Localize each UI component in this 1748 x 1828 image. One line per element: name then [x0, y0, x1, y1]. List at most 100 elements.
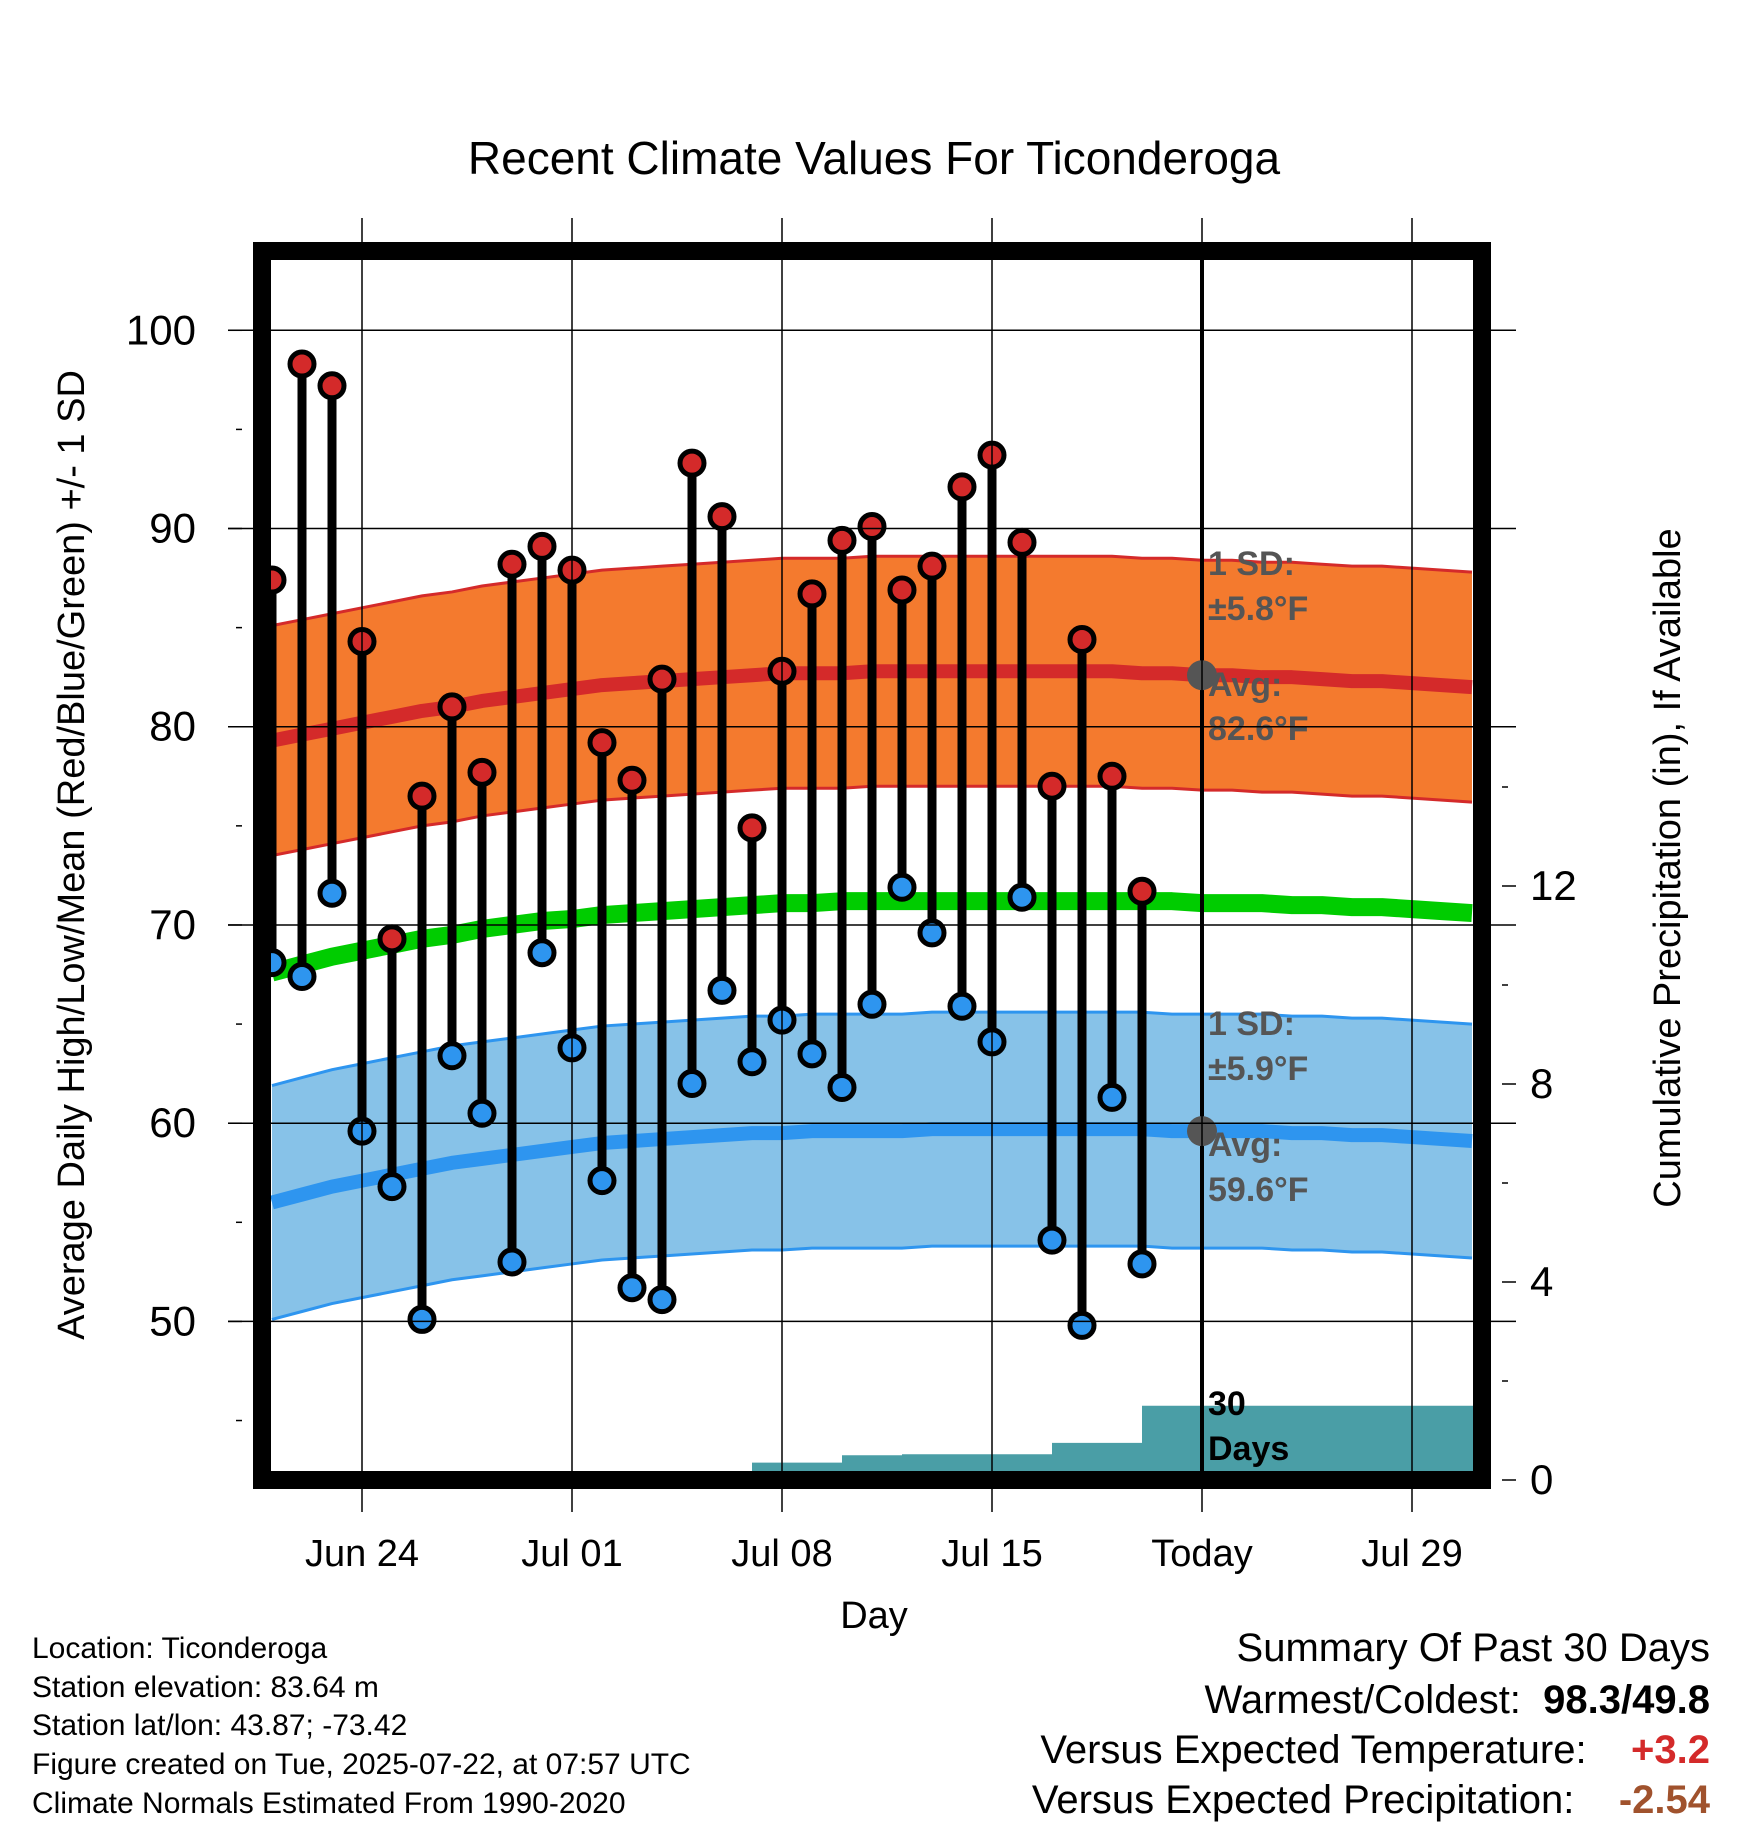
summary-title: Summary Of Past 30 Days	[1236, 1626, 1710, 1670]
daily-low-point	[407, 1304, 437, 1334]
daily-high-point	[1127, 876, 1157, 906]
coldest-value: 49.8	[1632, 1678, 1710, 1722]
precip-label: Versus Expected Precipitation:	[1031, 1778, 1575, 1822]
x-tick-label: Today	[1151, 1533, 1252, 1575]
daily-low-point	[647, 1285, 677, 1315]
daily-low-point	[1007, 882, 1037, 912]
daily-high-point	[617, 765, 647, 795]
low-avg-label: Avg:	[1208, 1126, 1282, 1164]
x-tick-label: Jul 15	[941, 1533, 1042, 1575]
daily-high-point	[677, 448, 707, 478]
daily-low-point	[1097, 1082, 1127, 1112]
warm-cold-label: Warmest/Coldest:	[1204, 1678, 1521, 1722]
y-tick-label: 70	[149, 901, 196, 948]
low-avg-value: 59.6°F	[1208, 1171, 1309, 1209]
info-latlon: Station lat/lon: 43.87; -73.42	[32, 1709, 408, 1742]
daily-low-point	[377, 1172, 407, 1202]
summary-temp: Versus Expected Temperature: +3.2	[1040, 1730, 1710, 1770]
daily-low-point	[287, 962, 317, 992]
low-sd-band-lower-edge	[271, 1244, 1473, 1321]
y-tick-label: 80	[149, 703, 196, 750]
x-tick-label: Jul 01	[521, 1533, 622, 1575]
daily-low-point	[857, 989, 887, 1019]
daily-low-point	[947, 991, 977, 1021]
daily-low-point	[737, 1047, 767, 1077]
y-tick-label: 60	[149, 1099, 196, 1146]
y-tick-label: 100	[126, 306, 196, 353]
daily-low-point	[467, 1098, 497, 1128]
daily-low-point	[887, 872, 917, 902]
precip-area	[272, 1405, 1482, 1480]
normal-low-line	[270, 1122, 1473, 1210]
high-sd-value: ±5.8°F	[1208, 590, 1308, 628]
daily-low-point	[317, 878, 347, 908]
info-normals: Climate Normals Estimated From 1990-2020	[32, 1787, 626, 1820]
daily-high-point	[1097, 761, 1127, 791]
daily-high-point	[857, 512, 887, 542]
high-avg-value: 82.6°F	[1208, 710, 1309, 748]
plot-area: 1 SD: ±5.8°F Avg: 82.6°F 1 SD: ±5.9°F Avg: 59.6…	[126, 218, 1577, 1575]
daily-low-point	[1067, 1310, 1097, 1340]
summary-warm-cold: Warmest/Coldest: 98.3/49.8	[1205, 1680, 1710, 1720]
daily-low-point	[617, 1273, 647, 1303]
daily-high-point	[407, 781, 437, 811]
daily-high-point	[1007, 527, 1037, 557]
daily-low-point	[707, 975, 737, 1005]
daily-high-point	[737, 813, 767, 843]
y-tick-label: 90	[149, 505, 196, 552]
daily-high-point	[377, 924, 407, 954]
days-label-text: Days	[1208, 1430, 1289, 1468]
daily-low-point	[917, 918, 947, 948]
daily-high-point	[467, 757, 497, 787]
x-tick-label: Jul 08	[731, 1533, 832, 1575]
daily-high-point	[827, 525, 857, 555]
y2-tick-label: 8	[1530, 1060, 1553, 1107]
daily-high-point	[707, 502, 737, 532]
daily-high-point	[527, 531, 557, 561]
daily-high-point	[317, 371, 347, 401]
daily-high-point	[887, 575, 917, 605]
plot-frame	[253, 242, 1491, 1489]
daily-low-point	[1127, 1249, 1157, 1279]
y-axis-label: Average Daily High/Low/Mean (Red/Blue/Gr…	[51, 370, 93, 1340]
daily-low-point	[587, 1166, 617, 1196]
daily-high-point	[647, 664, 677, 694]
daily-low-point	[677, 1069, 707, 1099]
daily-high-point	[587, 728, 617, 758]
y2-tick-label: 0	[1530, 1456, 1553, 1503]
y2-axis-label: Cumulative Precipitation (in), If Availa…	[1647, 528, 1689, 1207]
x-axis-label: Day	[840, 1595, 908, 1637]
daily-high-point	[437, 692, 467, 722]
chart-title: Recent Climate Values For Ticonderoga	[468, 132, 1281, 184]
daily-high-point	[917, 551, 947, 581]
high-avg-label: Avg:	[1208, 666, 1282, 704]
info-created: Figure created on Tue, 2025-07-22, at 07…	[32, 1748, 691, 1781]
slash: /	[1621, 1678, 1633, 1722]
temp-value: +3.2	[1631, 1728, 1710, 1772]
y-tick-label: 50	[149, 1297, 196, 1344]
summary-precip: Versus Expected Precipitation: -2.54	[1032, 1780, 1710, 1820]
x-tick-label: Jul 29	[1361, 1533, 1462, 1575]
daily-low-point	[497, 1247, 527, 1277]
warmest-value: 98.3	[1543, 1678, 1622, 1722]
daily-high-point	[497, 549, 527, 579]
daily-high-point	[1037, 771, 1067, 801]
daily-low-point	[527, 938, 557, 968]
daily-low-point	[1037, 1225, 1067, 1255]
plot-inner: 1 SD: ±5.8°F Avg: 82.6°F 1 SD: ±5.9°F Avg: 59.6…	[262, 251, 1482, 1480]
low-sd-label: 1 SD:	[1208, 1005, 1295, 1043]
daily-high-point	[797, 579, 827, 609]
daily-high-point	[287, 349, 317, 379]
daily-high-point	[1067, 625, 1097, 655]
y2-tick-label: 4	[1530, 1258, 1553, 1305]
info-location: Location: Ticonderoga	[32, 1632, 328, 1665]
info-elevation: Station elevation: 83.64 m	[32, 1671, 379, 1704]
high-sd-label: 1 SD:	[1208, 545, 1295, 583]
y2-tick-label: 12	[1530, 862, 1577, 909]
daily-low-point	[827, 1073, 857, 1103]
temp-label: Versus Expected Temperature:	[1040, 1728, 1587, 1772]
low-sd-value: ±5.9°F	[1208, 1050, 1308, 1088]
precip-value: -2.54	[1618, 1778, 1710, 1822]
days-label-number: 30	[1208, 1385, 1246, 1423]
